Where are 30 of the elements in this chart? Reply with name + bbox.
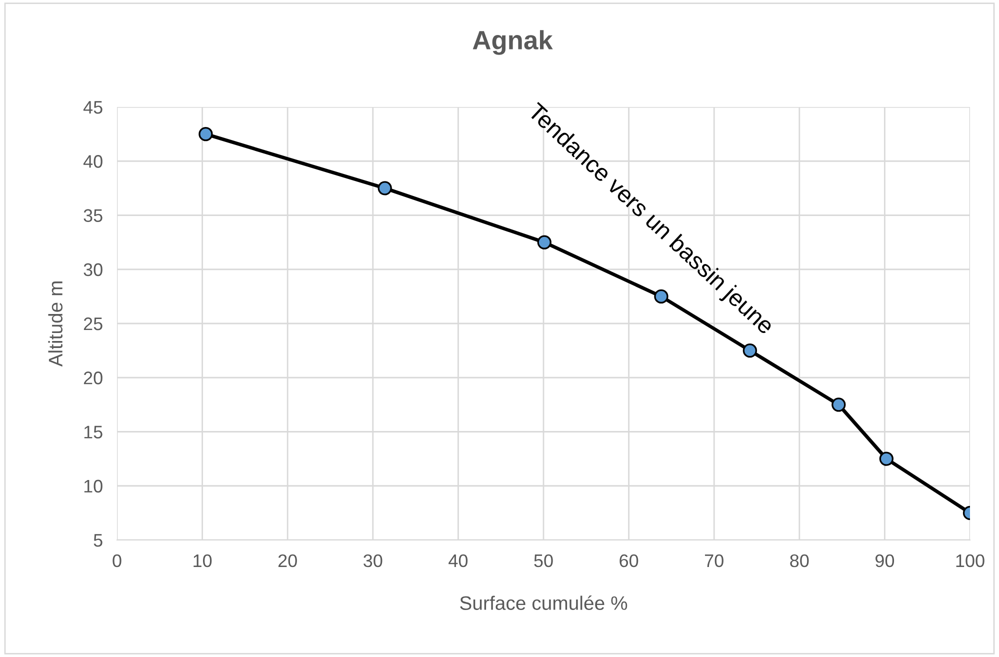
x-axis-title: Surface cumulée %	[460, 595, 628, 610]
y-tick-label: 20	[84, 372, 102, 384]
x-tick-label: 40	[448, 554, 468, 568]
point	[654, 289, 668, 304]
x-tick-label: 100	[956, 554, 984, 568]
point	[378, 181, 392, 196]
y-tick-label: 30	[84, 263, 102, 276]
x-tick-label: 70	[704, 554, 724, 568]
point	[198, 126, 213, 142]
x-tick-label: 60	[620, 554, 638, 568]
chart-title: Agnak	[472, 30, 553, 55]
y-tick-label: 10	[84, 480, 102, 493]
y-tick-label: 15	[84, 426, 102, 438]
point	[537, 235, 552, 250]
x-tick-label: 10	[194, 554, 212, 568]
x-tick-label: 30	[364, 554, 382, 568]
y-tick-label: 25	[84, 317, 102, 330]
point	[832, 398, 846, 412]
x-tick-label: 50	[534, 554, 553, 568]
y-tick-label: 40	[83, 155, 102, 168]
point	[879, 452, 894, 466]
x-tick-label: 90	[876, 554, 894, 568]
x-tick-label: 80	[790, 554, 809, 568]
y-tick-label: 45	[83, 101, 102, 114]
y-tick-label: 35	[84, 209, 102, 222]
x-tick-label: 0	[112, 554, 122, 568]
x-tick-label: 20	[278, 554, 297, 568]
y-tick-label: 5	[94, 534, 102, 547]
y-axis-title: Altitude m	[48, 282, 63, 367]
point	[742, 343, 758, 358]
